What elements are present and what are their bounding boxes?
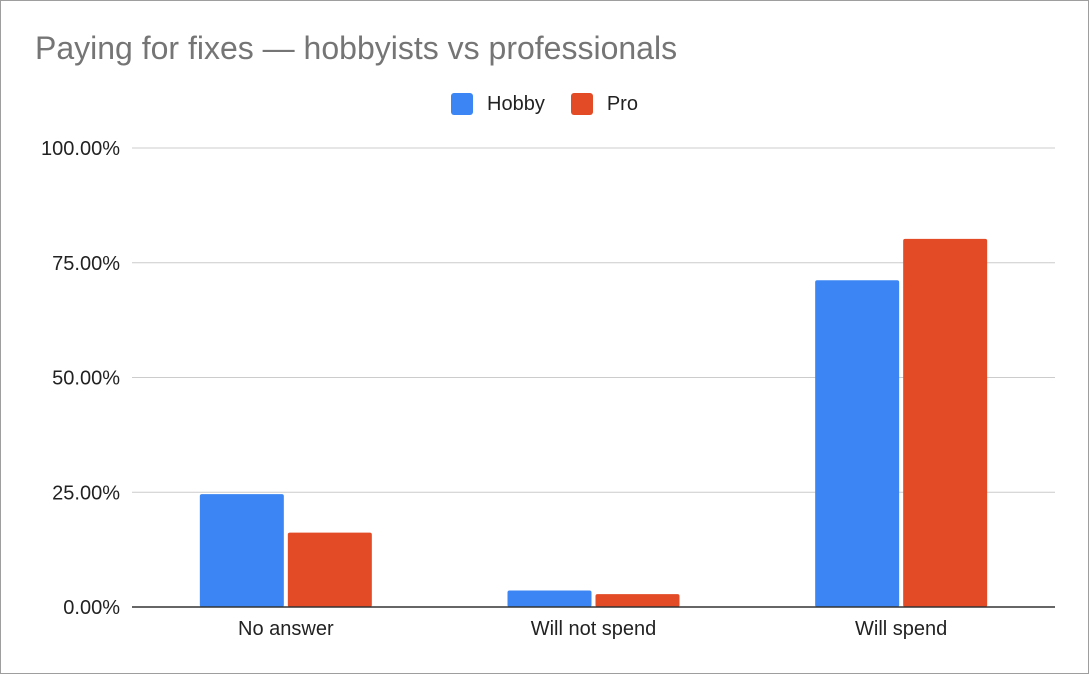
- bar-hobby-1: [199, 494, 284, 607]
- legend-swatch-pro: [570, 93, 593, 115]
- x-tick-label: Will spend: [855, 618, 947, 640]
- bar-pro-1: [287, 532, 372, 607]
- legend-label-hobby: Hobby: [487, 92, 545, 115]
- legend-swatch-hobby: [451, 93, 474, 115]
- y-tick-label: 25.00%: [52, 482, 120, 504]
- legend-item-hobby: Hobby: [451, 93, 545, 116]
- bar-pro-2: [595, 594, 680, 607]
- legend-label-pro: Pro: [606, 92, 638, 115]
- bar-pro-3: [903, 238, 988, 607]
- legend: Hobby Pro: [0, 91, 1089, 117]
- bar-hobby-3: [815, 280, 900, 607]
- x-tick-label: No answer: [238, 618, 334, 640]
- x-tick-label: Will not spend: [531, 618, 657, 640]
- y-tick-label: 100.00%: [41, 138, 120, 160]
- legend-item-pro: Pro: [570, 92, 638, 116]
- y-tick-label: 0.00%: [63, 597, 120, 619]
- y-tick-label: 75.00%: [52, 253, 120, 275]
- y-tick-label: 50.00%: [52, 368, 120, 390]
- bar-hobby-2: [507, 590, 592, 607]
- chart-title: Paying for fixes — hobbyists vs professi…: [35, 30, 678, 66]
